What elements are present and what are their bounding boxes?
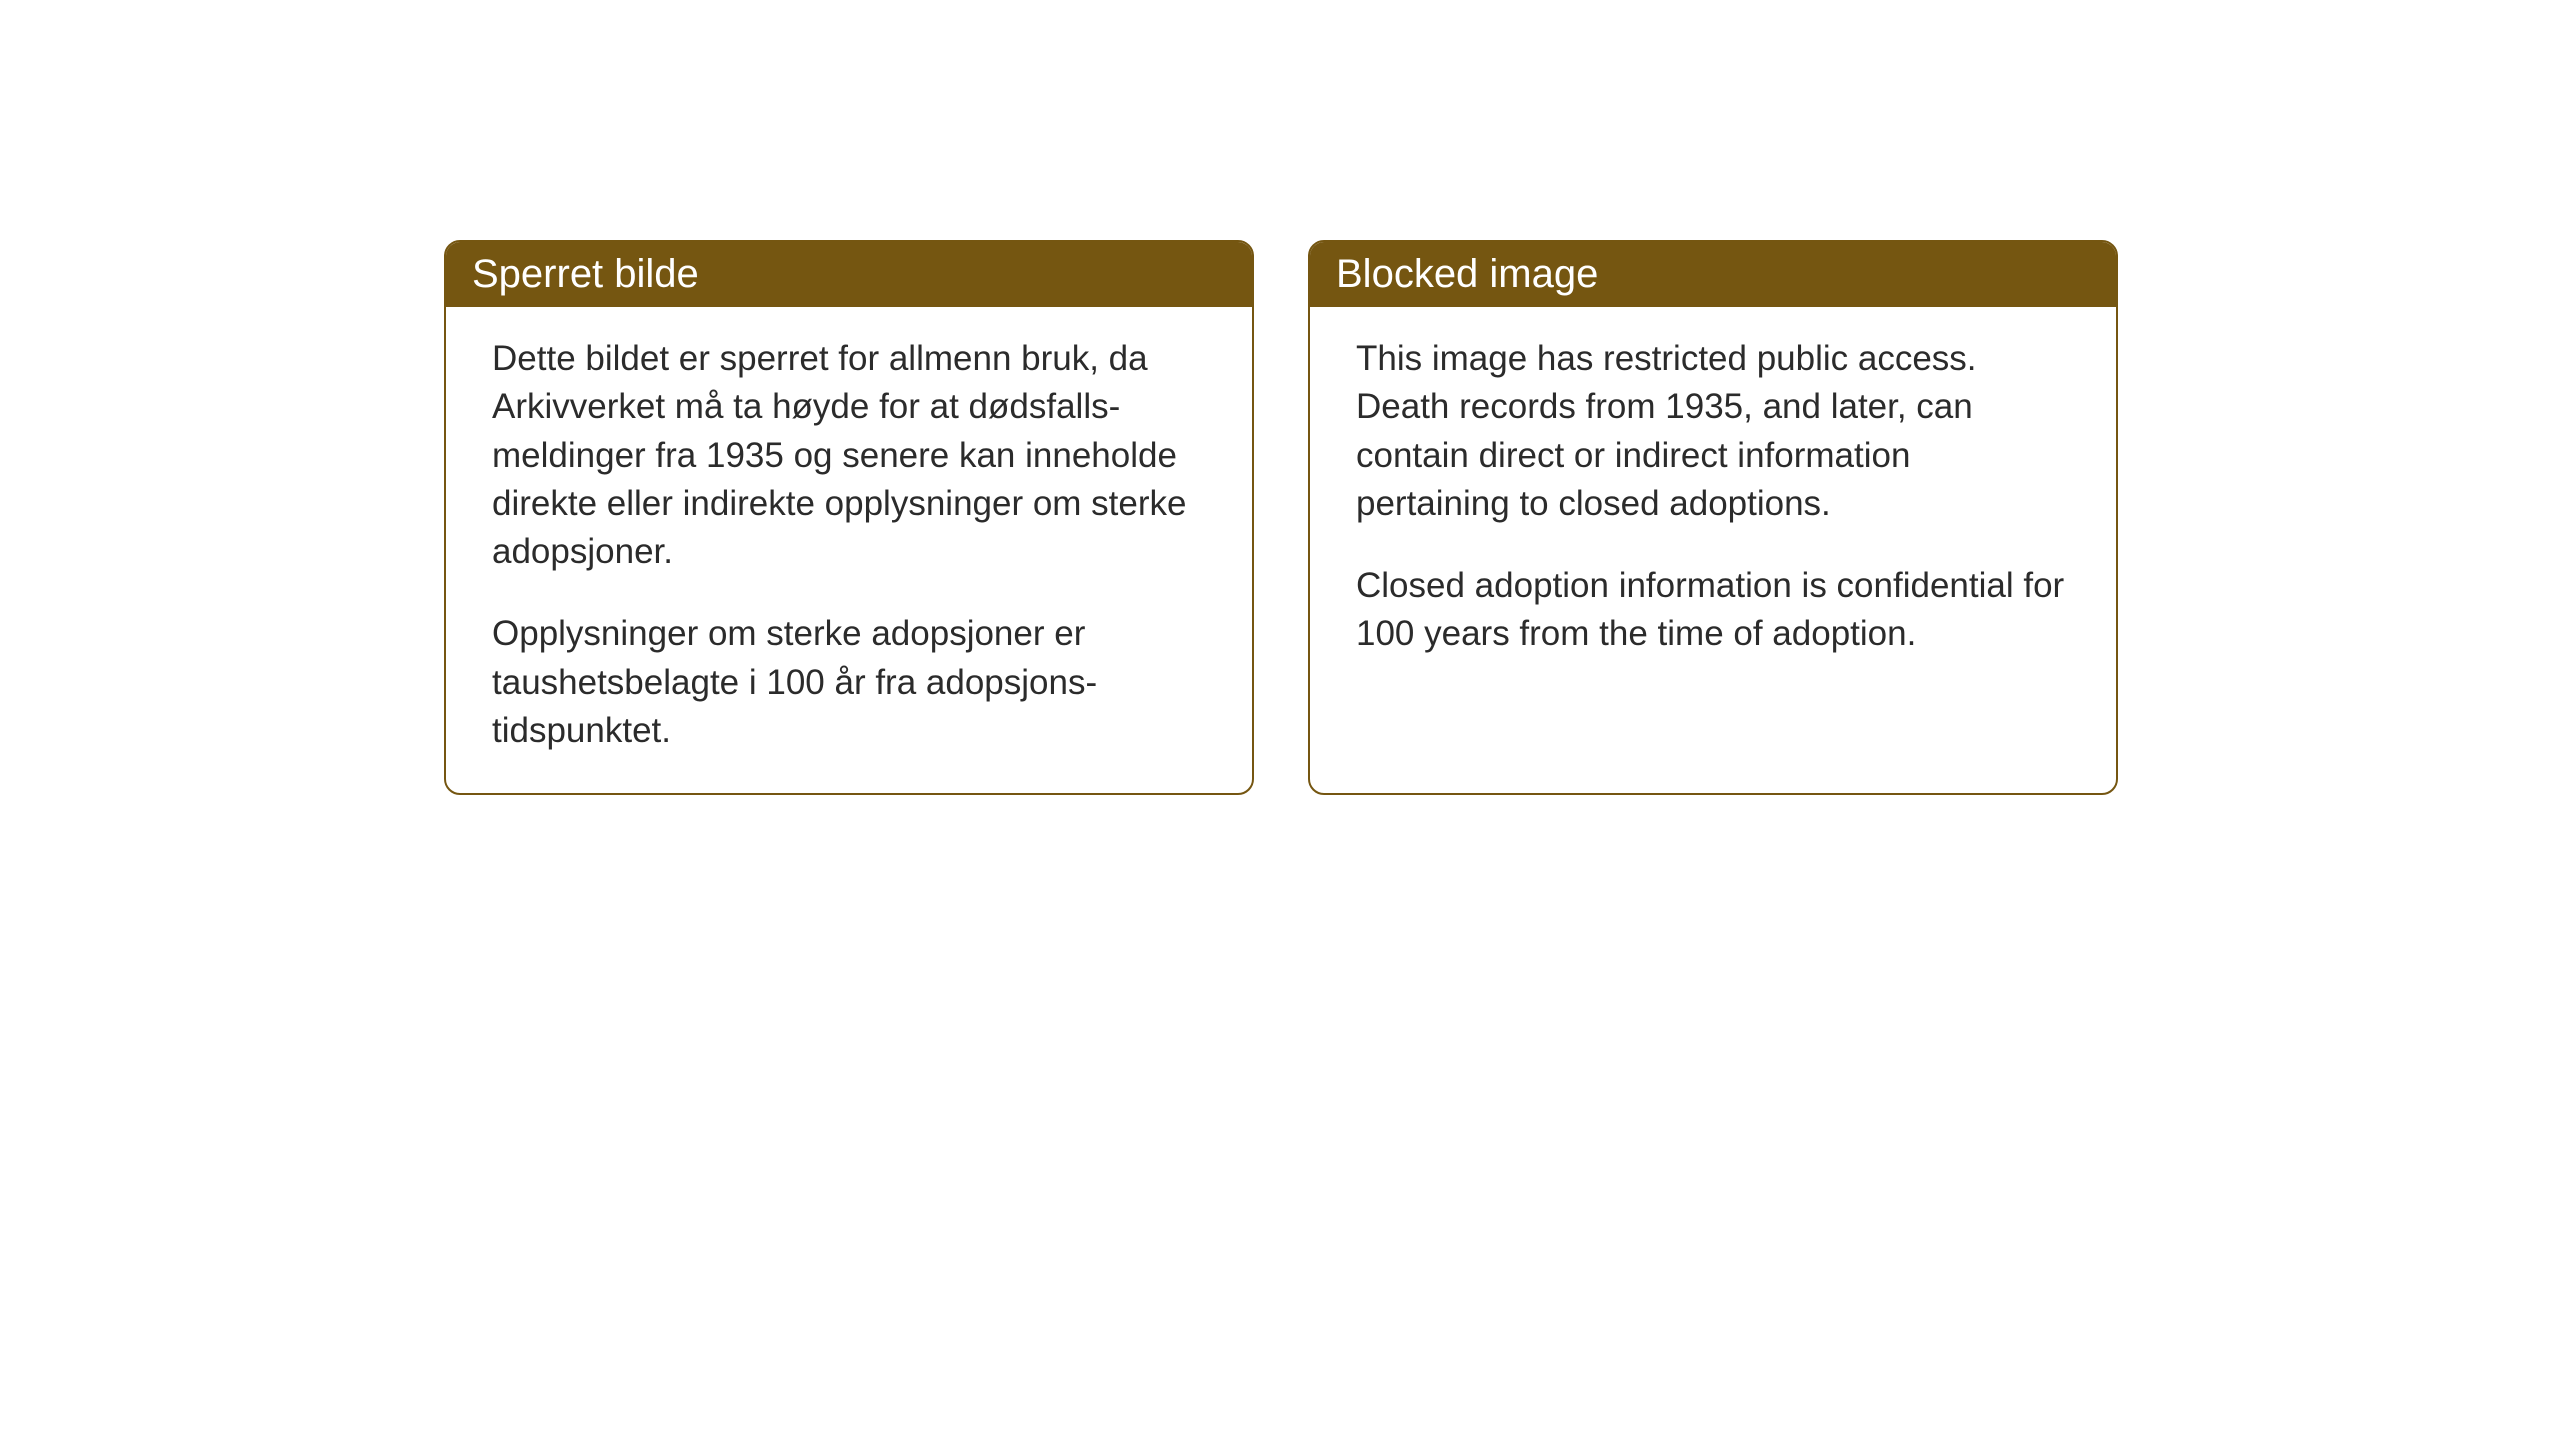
norwegian-paragraph-1: Dette bildet er sperret for allmenn bruk… (492, 335, 1206, 576)
english-card-title: Blocked image (1336, 252, 1598, 296)
norwegian-card-body: Dette bildet er sperret for allmenn bruk… (446, 307, 1252, 793)
english-card-body: This image has restricted public access.… (1310, 307, 2116, 727)
english-card-header: Blocked image (1310, 242, 2116, 307)
norwegian-paragraph-2: Opplysninger om sterke adopsjoner er tau… (492, 610, 1206, 755)
english-paragraph-2: Closed adoption information is confident… (1356, 562, 2070, 659)
norwegian-card-title: Sperret bilde (472, 252, 699, 296)
norwegian-card-header: Sperret bilde (446, 242, 1252, 307)
notice-cards-container: Sperret bilde Dette bildet er sperret fo… (444, 240, 2118, 795)
english-paragraph-1: This image has restricted public access.… (1356, 335, 2070, 528)
english-notice-card: Blocked image This image has restricted … (1308, 240, 2118, 795)
norwegian-notice-card: Sperret bilde Dette bildet er sperret fo… (444, 240, 1254, 795)
